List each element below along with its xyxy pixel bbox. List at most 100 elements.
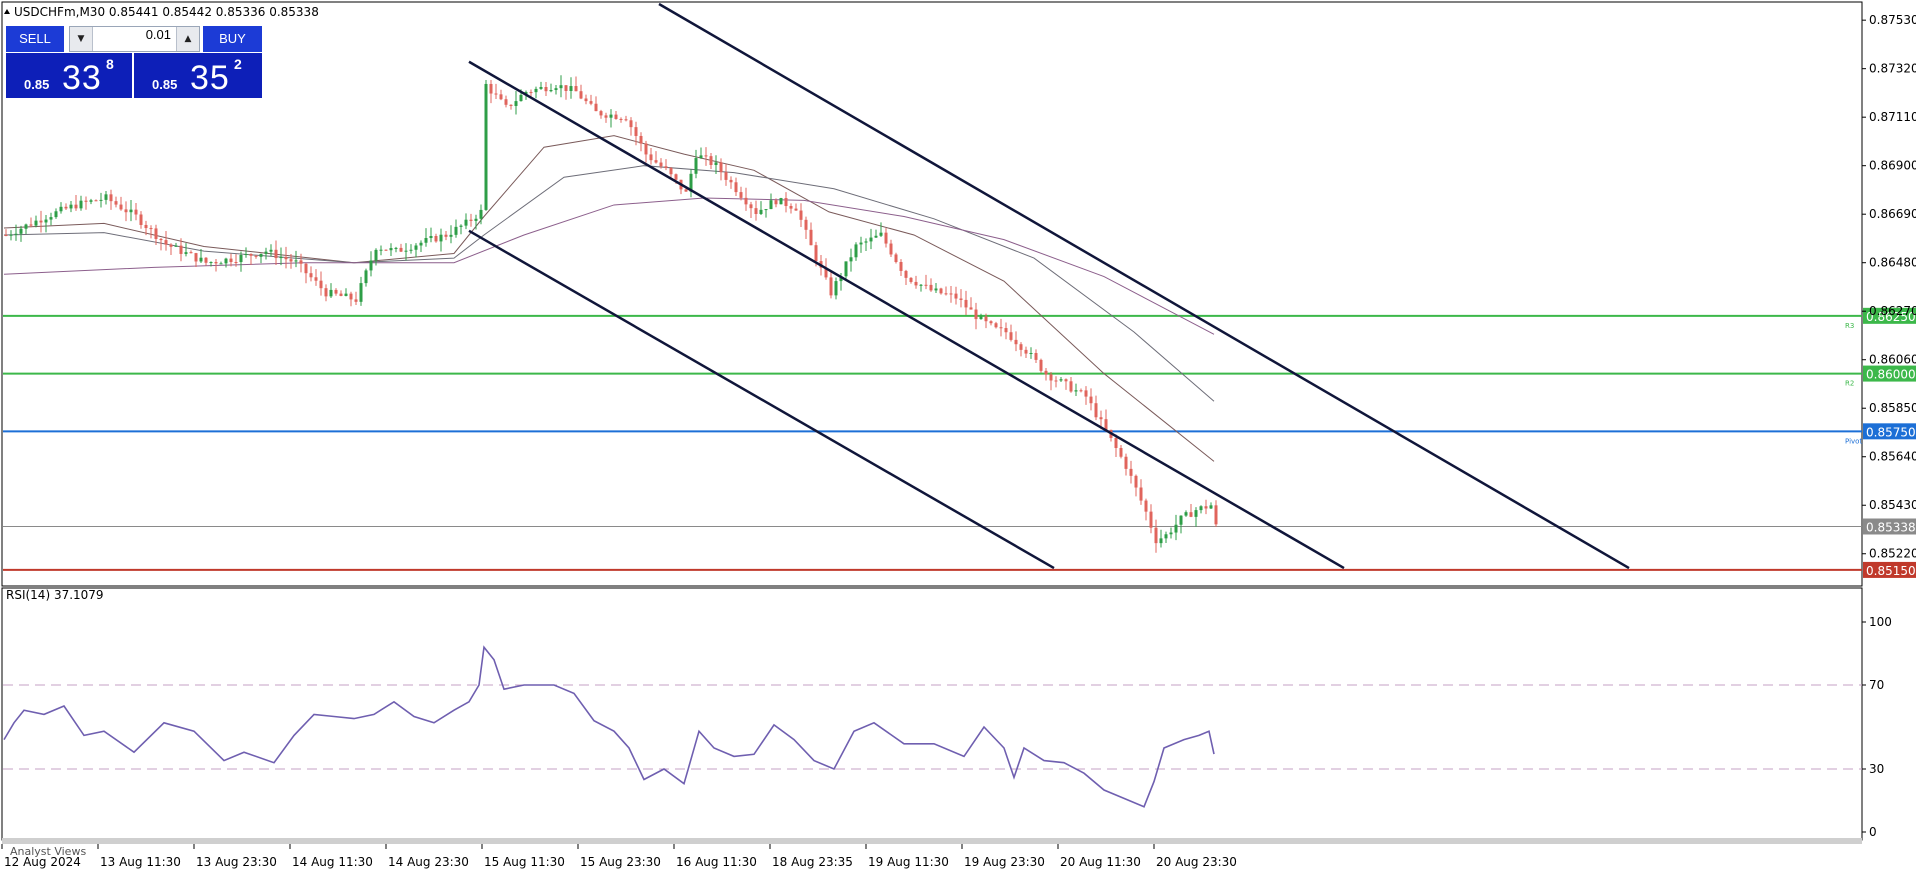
candle-body [9,234,13,236]
lot-increase-icon[interactable]: ▲ [176,27,199,51]
candle-body [1159,538,1163,544]
candle-body [799,210,803,220]
candle-body [484,83,488,210]
candle-body [84,200,88,202]
candle-body [1014,339,1018,345]
buy-price-sup: 2 [234,56,242,72]
time-tick-label-7: 16 Aug 11:30 [676,855,757,869]
lot-decrease-icon[interactable]: ▼ [70,27,93,51]
candle-body [1069,381,1073,392]
candle-body [64,206,68,209]
buy-price-box[interactable]: 0.85 35 2 [134,53,262,98]
candle-body [99,199,103,201]
candle-body [39,220,43,223]
candle-body [269,249,273,252]
candle-body [109,194,113,202]
candle-body [699,155,703,159]
candle-body [424,238,428,243]
candle-body [1094,403,1098,418]
buy-price-big: 35 [190,59,230,97]
candle-body [789,206,793,209]
channel-lines[interactable] [468,2,1630,570]
candle-body [304,263,308,274]
candle-body [254,255,258,257]
candle-body [1214,505,1218,525]
candle-body [469,219,473,221]
sell-button[interactable]: SELL [6,26,64,52]
lot-size-input[interactable]: 0.01 [145,27,171,42]
candle-body [499,94,503,100]
candle-body [119,204,123,210]
rsi-line-group [3,645,1862,808]
candle-body [429,236,433,239]
candle-body [794,208,798,211]
candle-body [674,174,678,180]
candle-body [659,162,663,167]
candle-body [1139,487,1143,501]
candle-body [124,209,128,213]
candle-body [369,260,373,271]
candle-body [154,228,158,239]
price-tick-label-2: 0.87110 [1869,110,1916,124]
candle-body [234,262,238,264]
buy-button[interactable]: BUY [203,26,262,52]
candle-body [184,252,188,254]
price-tick-label-5: 0.86480 [1869,256,1916,270]
level-price-label-2: 0.85750 [1866,425,1916,439]
candle-body [479,209,483,219]
candle-body [639,135,643,144]
candle-body [724,172,728,180]
candle-body [539,87,543,89]
main-chart-frame [1,1,1863,587]
rsi-tick-label-3: 0 [1869,825,1877,839]
candle-body [759,209,763,214]
price-tick-label-6: 0.86270 [1869,304,1916,318]
moving-averages [3,135,1215,462]
candle-body [1064,379,1068,382]
price-tick-label-1: 0.87320 [1869,62,1916,76]
candle-body [374,249,378,261]
candle-body [159,238,163,241]
candle-body [1024,349,1028,354]
candle-body [464,219,468,226]
collapse-icon[interactable] [4,9,10,14]
candle-body [194,253,198,262]
candle-body [959,298,963,300]
candle-body [379,249,383,251]
candle-body [1039,359,1043,371]
candle-body [664,166,668,169]
time-tick-label-3: 14 Aug 11:30 [292,855,373,869]
price-tick-label-11: 0.85220 [1869,547,1916,561]
candle-body [1104,419,1108,430]
price-tick-label-0: 0.87530 [1869,13,1916,27]
candle-body [634,127,638,136]
candle-body [889,243,893,255]
candle-body [59,206,63,212]
candle-body [1119,448,1123,457]
candle-body [284,256,288,260]
sell-price-box[interactable]: 0.85 33 8 [6,53,132,98]
candle-body [274,249,278,259]
candle-body [844,261,848,277]
candle-body [919,284,923,286]
candle-body [1209,505,1213,509]
candle-body [544,87,548,92]
candle-body [224,258,228,264]
candle-body [329,289,333,297]
candle-body [114,201,118,205]
candle-body [299,260,303,264]
price-tick-label-9: 0.85640 [1869,450,1916,464]
candle-body [979,316,983,320]
candle-body [1129,468,1133,476]
candle-body [439,234,443,242]
candle-body [1144,500,1148,512]
candle-body [514,101,518,106]
candle-body [644,143,648,155]
level-price-tag-3 [1863,518,1916,535]
candle-body [169,244,173,247]
candle-body [454,226,458,235]
candle-body [784,198,788,207]
candle-body [359,283,363,302]
candle-body [474,218,478,221]
